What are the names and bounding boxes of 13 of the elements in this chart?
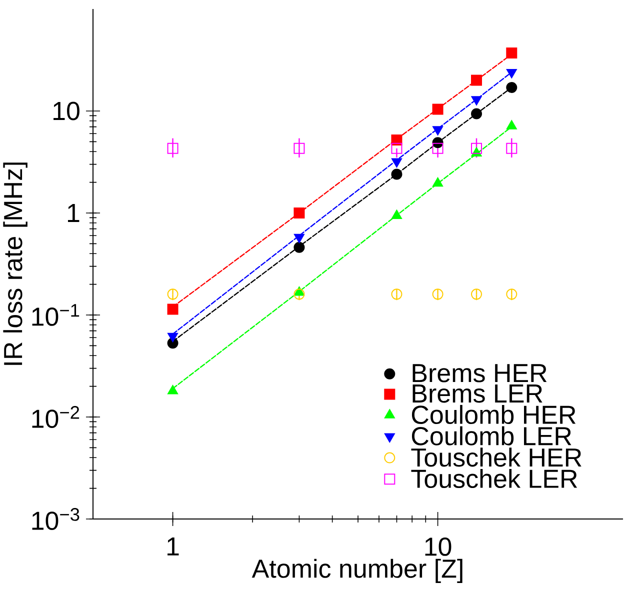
legend-label: Brems LER <box>412 384 542 403</box>
y-tick-label: 10 <box>54 102 80 120</box>
x-axis-title: Atomic number [Z] <box>252 558 462 584</box>
y-tick-label: 10$^{−3}$ <box>32 508 80 530</box>
y-tick-label: 10$^{−1}$ <box>32 304 80 326</box>
y-axis-title: IR loss rate [MHz] <box>3 162 28 365</box>
legend-label: Touschek HER <box>411 448 582 467</box>
legend-label: Brems HER <box>412 364 547 382</box>
y-tick-label: 10$^{−2}$ <box>32 406 80 428</box>
legend-label: Coulomb HER <box>412 404 576 424</box>
y-tick-label: 1 <box>68 204 80 222</box>
legend-label: Touschek LER <box>411 468 578 488</box>
legend-label: Coulomb LER <box>412 426 572 446</box>
